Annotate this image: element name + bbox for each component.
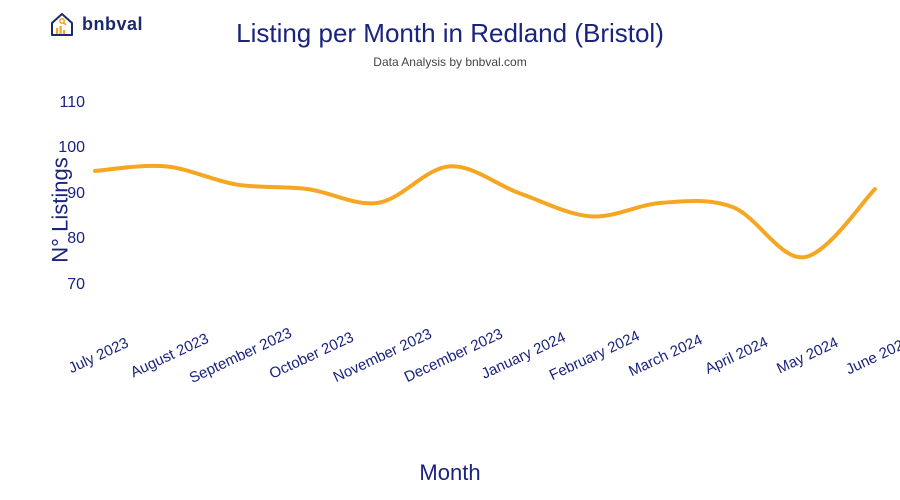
- line-plot: [0, 0, 900, 500]
- data-line: [95, 166, 875, 258]
- chart-container: bnbval Listing per Month in Redland (Bri…: [0, 0, 900, 500]
